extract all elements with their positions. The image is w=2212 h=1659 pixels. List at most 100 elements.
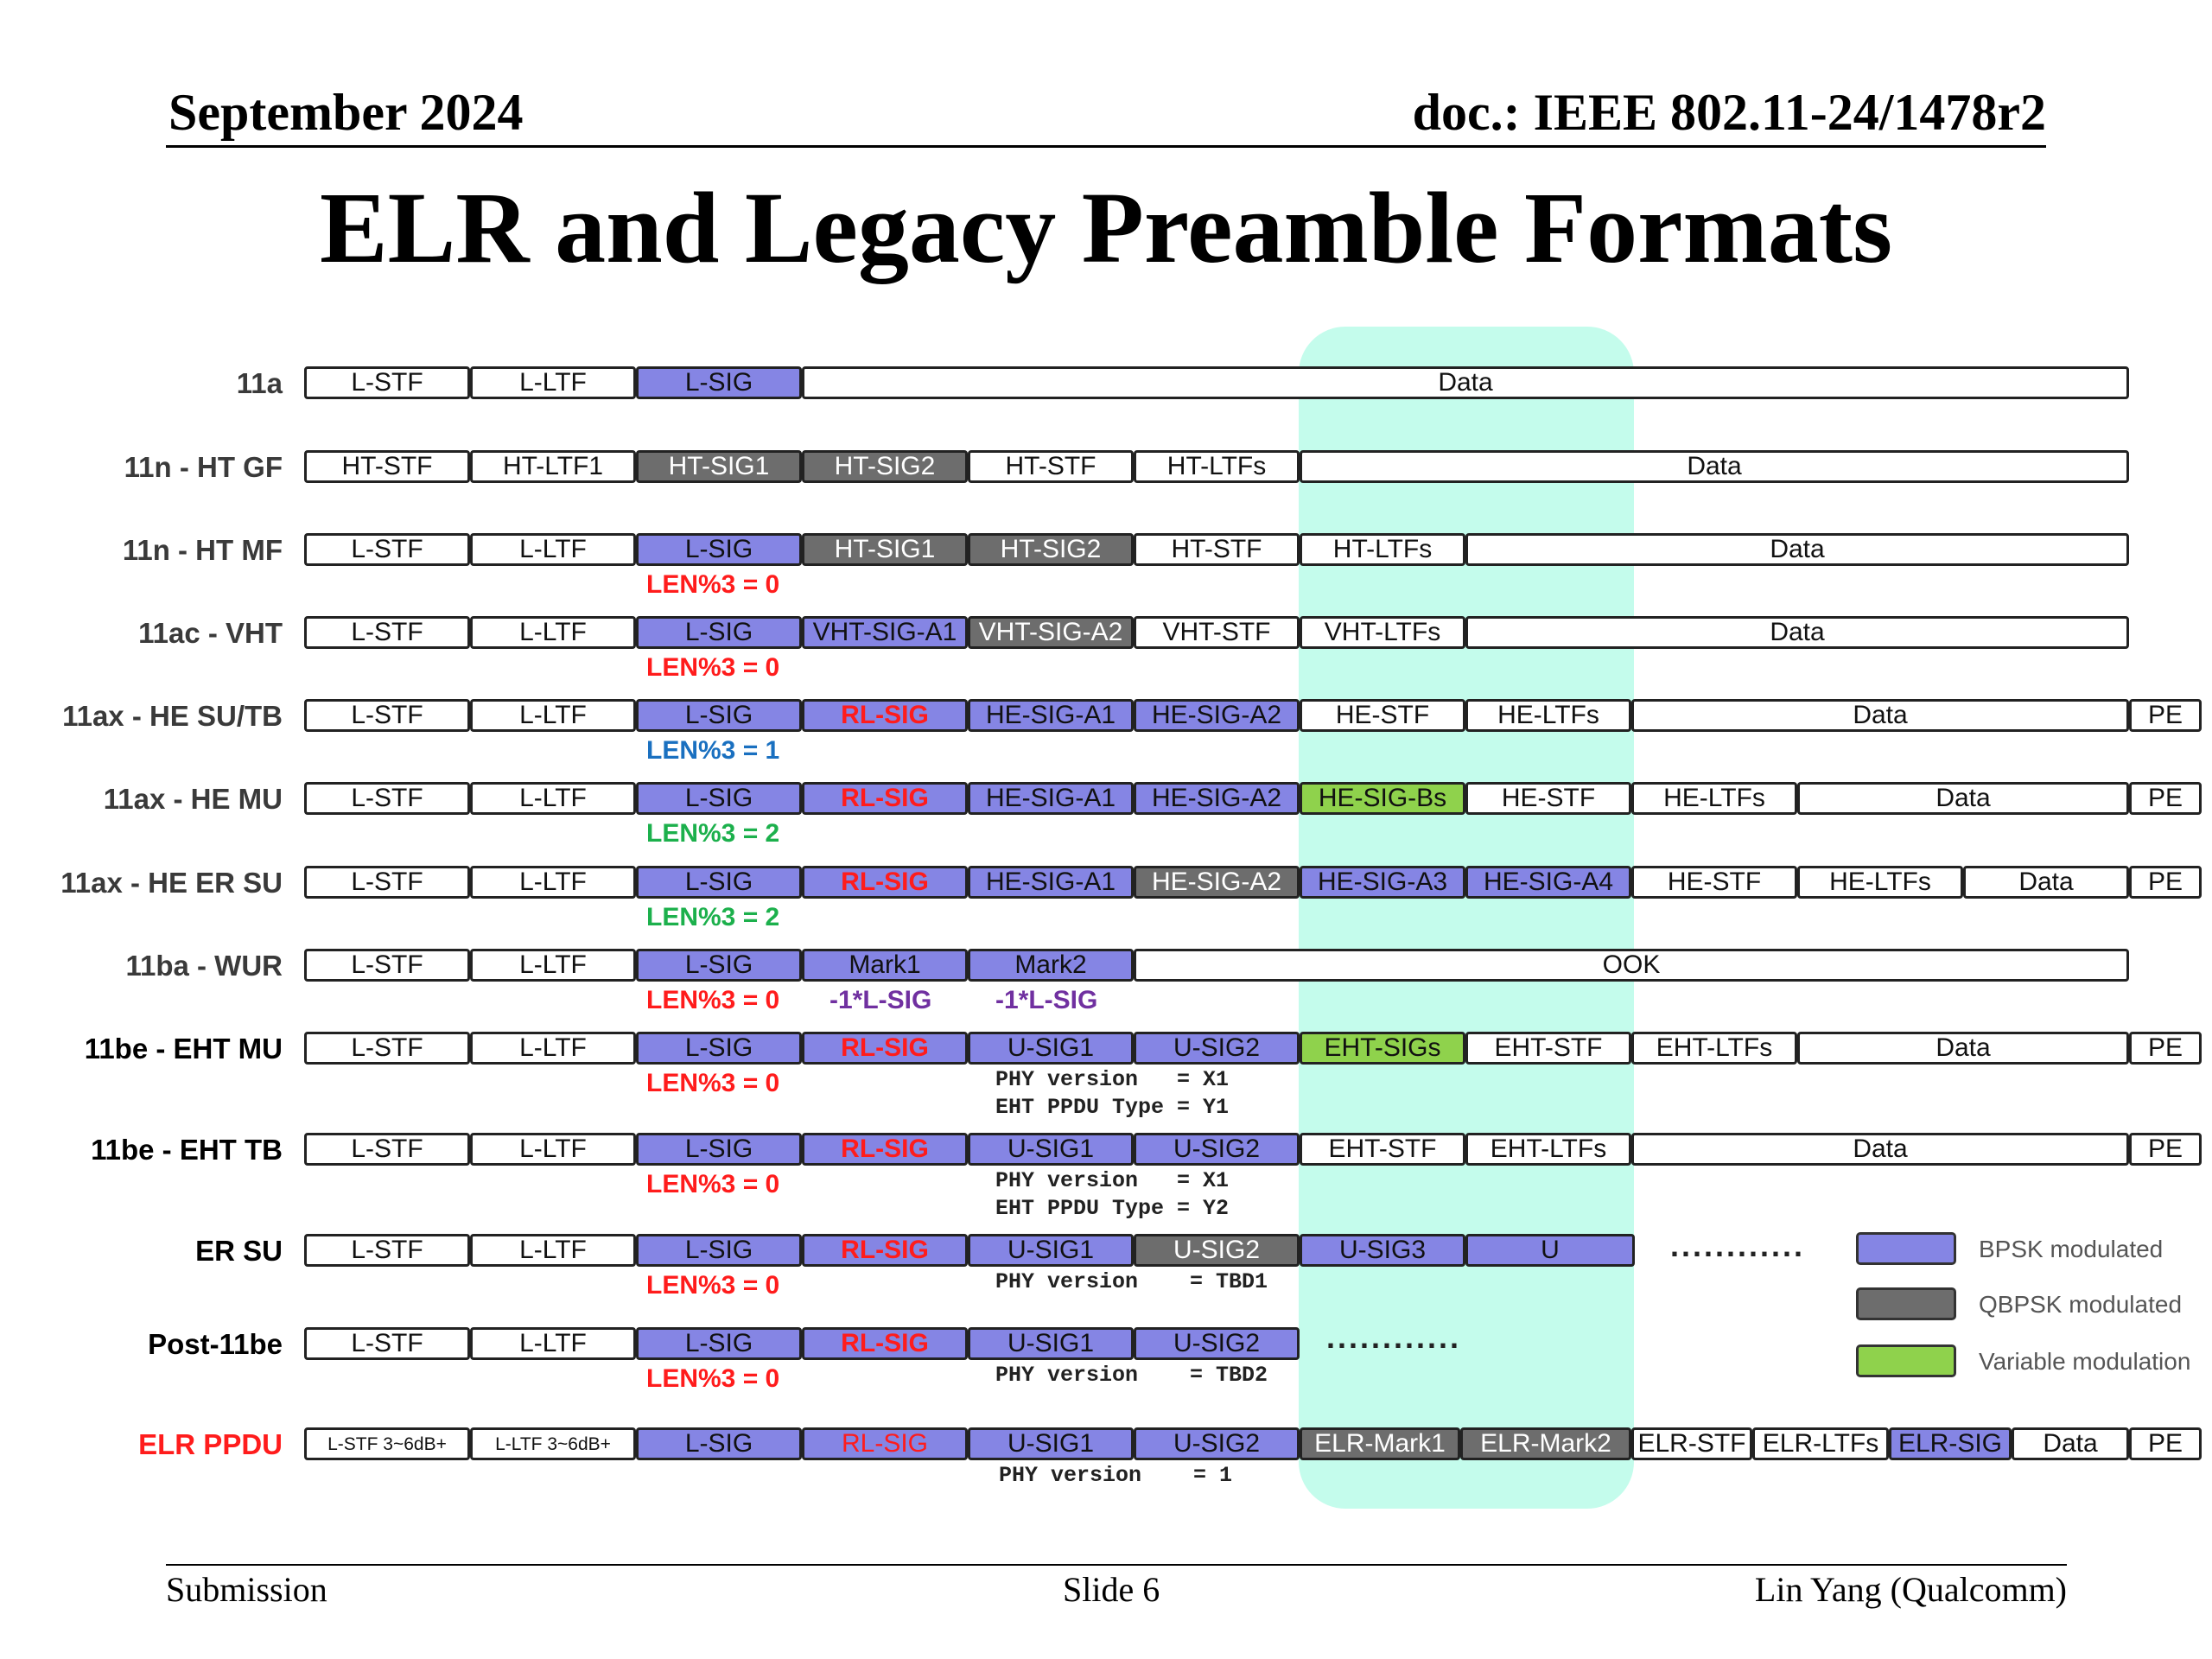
field-pe: PE — [2129, 1032, 2202, 1065]
field-l-stf: L-STF — [304, 616, 470, 649]
len-note: LEN%3 = 0 — [646, 653, 780, 682]
field-he-ltfs: HE-LTFs — [1631, 782, 1797, 815]
field-he-sig-a4: HE-SIG-A4 — [1465, 866, 1631, 899]
field-l-ltf: L-LTF — [470, 866, 636, 899]
field-ht-stf: HT-STF — [1134, 533, 1300, 566]
field-he-ltfs: HE-LTFs — [1797, 866, 1963, 899]
field-l-ltf: L-LTF — [470, 1327, 636, 1360]
field-vht-stf: VHT-STF — [1134, 616, 1300, 649]
header-doc-id: doc.: IEEE 802.11-24/1478r2 — [1412, 84, 2046, 141]
len-note: LEN%3 = 0 — [646, 1364, 780, 1393]
field-l-stf: L-STF — [304, 1327, 470, 1360]
field-rl-sig: RL-SIG — [802, 1234, 968, 1267]
continuation-dots-er-su: ............ — [1670, 1228, 1806, 1263]
field-elr-ltfs: ELR-LTFs — [1752, 1427, 1889, 1460]
field-l-stf: L-STF — [304, 533, 470, 566]
field-pe: PE — [2129, 1133, 2202, 1166]
len-note: LEN%3 = 2 — [646, 819, 780, 848]
field-elr-mark2: ELR-Mark2 — [1460, 1427, 1631, 1460]
field-l-ltf: L-LTF — [470, 782, 636, 815]
mark-note: -1*L-SIG — [995, 986, 1098, 1014]
field-u-sig2: U-SIG2 — [1134, 1327, 1300, 1360]
field-u-sig2: U-SIG2 — [1134, 1234, 1300, 1267]
field-l-sig: L-SIG — [636, 1032, 802, 1065]
len-note: LEN%3 = 0 — [646, 1069, 780, 1097]
field-l-ltf: L-LTF — [470, 616, 636, 649]
code-annotation: PHY version = X1 — [995, 1168, 1230, 1193]
code-annotation: EHT PPDU Type = Y2 — [995, 1196, 1230, 1221]
field-l-stf-3-6db: L-STF 3~6dB+ — [304, 1427, 470, 1460]
field-ht-ltf1: HT-LTF1 — [470, 450, 636, 483]
legend-label-variable: Variable modulation — [1979, 1348, 2191, 1375]
field-he-sig-a1: HE-SIG-A1 — [968, 782, 1134, 815]
field-eht-stf: EHT-STF — [1300, 1133, 1465, 1166]
field-eht-stf: EHT-STF — [1465, 1032, 1631, 1065]
field-u-sig1: U-SIG1 — [968, 1133, 1134, 1166]
field-vht-sig-a2: VHT-SIG-A2 — [968, 616, 1134, 649]
field-he-sig-a1: HE-SIG-A1 — [968, 866, 1134, 899]
field-rl-sig: RL-SIG — [802, 1133, 968, 1166]
field-u: U — [1465, 1234, 1635, 1267]
field-rl-sig: RL-SIG — [802, 1032, 968, 1065]
field-l-stf: L-STF — [304, 949, 470, 982]
field-data: Data — [1963, 866, 2129, 899]
field-l-stf: L-STF — [304, 1032, 470, 1065]
field-he-ltfs: HE-LTFs — [1465, 699, 1631, 732]
row-label-post-11be: Post-11be — [148, 1328, 283, 1360]
row-label-11be-eht-mu: 11be - EHT MU — [84, 1033, 283, 1065]
field-data: Data — [1797, 782, 2129, 815]
field-l-sig: L-SIG — [636, 866, 802, 899]
field-data: Data — [1631, 699, 2129, 732]
len-note: LEN%3 = 1 — [646, 736, 780, 765]
field-elr-sig: ELR-SIG — [1889, 1427, 2012, 1460]
field-l-sig: L-SIG — [636, 949, 802, 982]
field-u-sig3: U-SIG3 — [1300, 1234, 1465, 1267]
field-l-sig: L-SIG — [636, 699, 802, 732]
footer-submission: Submission — [166, 1570, 327, 1609]
field-ht-sig1: HT-SIG1 — [802, 533, 968, 566]
legend-label-qbpsk: QBPSK modulated — [1979, 1291, 2183, 1318]
footer-author: Lin Yang (Qualcomm) — [1754, 1570, 2067, 1609]
field-l-stf: L-STF — [304, 366, 470, 399]
field-l-ltf: L-LTF — [470, 949, 636, 982]
field-data: Data — [802, 366, 2129, 399]
field-l-stf: L-STF — [304, 1234, 470, 1267]
field-he-sig-a1: HE-SIG-A1 — [968, 699, 1134, 732]
field-l-ltf: L-LTF — [470, 366, 636, 399]
field-ht-sig1: HT-SIG1 — [636, 450, 802, 483]
field-l-sig: L-SIG — [636, 1234, 802, 1267]
len-note: LEN%3 = 0 — [646, 570, 780, 599]
code-annotation: PHY version = X1 — [995, 1067, 1230, 1092]
len-note: LEN%3 = 2 — [646, 903, 780, 931]
code-annotation: PHY version = TBD2 — [995, 1363, 1268, 1388]
field-eht-ltfs: EHT-LTFs — [1631, 1032, 1797, 1065]
field-he-sig-a2: HE-SIG-A2 — [1134, 699, 1300, 732]
field-u-sig1: U-SIG1 — [968, 1427, 1134, 1460]
field-ht-ltfs: HT-LTFs — [1300, 533, 1465, 566]
field-l-ltf: L-LTF — [470, 699, 636, 732]
field-pe: PE — [2129, 866, 2202, 899]
len-note: LEN%3 = 0 — [646, 1170, 780, 1198]
field-l-sig: L-SIG — [636, 366, 802, 399]
field-l-ltf: L-LTF — [470, 1234, 636, 1267]
code-annotation: PHY version = TBD1 — [995, 1269, 1268, 1294]
field-l-ltf: L-LTF — [470, 1133, 636, 1166]
field-u-sig2: U-SIG2 — [1134, 1427, 1300, 1460]
legend-swatch-bpsk — [1856, 1232, 1956, 1265]
row-label-11ba-wur: 11ba - WUR — [125, 950, 283, 982]
field-he-sig-a3: HE-SIG-A3 — [1300, 866, 1465, 899]
highlight-region — [1299, 327, 1634, 1509]
field-u-sig1: U-SIG1 — [968, 1032, 1134, 1065]
row-label-11ax-he-er-su: 11ax - HE ER SU — [60, 867, 283, 899]
field-data: Data — [2012, 1427, 2129, 1460]
field-vht-sig-a1: VHT-SIG-A1 — [802, 616, 968, 649]
field-vht-ltfs: VHT-LTFs — [1300, 616, 1465, 649]
field-ht-stf: HT-STF — [968, 450, 1134, 483]
field-ht-sig2: HT-SIG2 — [968, 533, 1134, 566]
field-he-stf: HE-STF — [1465, 782, 1631, 815]
row-label-11be-eht-tb: 11be - EHT TB — [91, 1134, 283, 1166]
field-he-stf: HE-STF — [1631, 866, 1797, 899]
field-pe: PE — [2129, 1427, 2202, 1460]
field-rl-sig: RL-SIG — [802, 782, 968, 815]
field-l-sig: L-SIG — [636, 533, 802, 566]
